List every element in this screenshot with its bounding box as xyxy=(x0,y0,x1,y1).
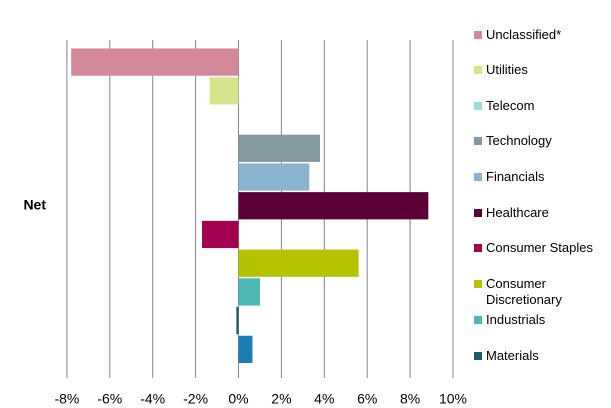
legend-swatch xyxy=(474,31,482,39)
legend-item: Telecom xyxy=(474,98,610,114)
legend-item: Utilities xyxy=(474,62,610,78)
bar xyxy=(238,278,260,306)
legend-label: Consumer Discretionary xyxy=(486,276,562,307)
legend-swatch xyxy=(474,102,482,110)
bar xyxy=(236,307,239,335)
x-tick-label: 8% xyxy=(400,391,420,407)
legend-swatch xyxy=(474,352,482,360)
legend-item: Consumer Discretionary xyxy=(474,276,610,308)
legend-swatch xyxy=(474,66,482,74)
x-tick-label: -6% xyxy=(97,391,122,407)
legend-item: Materials xyxy=(474,348,610,364)
bar xyxy=(238,335,253,363)
x-tick-label: 2% xyxy=(271,391,291,407)
legend-swatch xyxy=(474,280,482,288)
x-tick-label: -8% xyxy=(54,391,79,407)
bar xyxy=(209,77,239,105)
x-tick-label: -2% xyxy=(183,391,208,407)
legend-label: Utilities xyxy=(486,62,528,77)
legend-swatch xyxy=(474,244,482,252)
legend-label: Industrials xyxy=(486,312,546,327)
legend-item: Industrials xyxy=(474,312,610,328)
x-tick-label: -4% xyxy=(140,391,165,407)
x-tick-label: 0% xyxy=(228,391,248,407)
legend-swatch xyxy=(474,137,482,145)
bar xyxy=(71,48,239,76)
bar xyxy=(202,220,239,249)
legend-item: Technology xyxy=(474,133,610,149)
x-tick-label: 6% xyxy=(357,391,377,407)
legend-item: Unclassified* xyxy=(474,27,610,43)
legend-item: Consumer Staples xyxy=(474,240,610,256)
legend-label: Financials xyxy=(486,169,545,184)
x-tick-label: 4% xyxy=(314,391,334,407)
legend-swatch xyxy=(474,173,482,181)
legend-label: Materials xyxy=(486,348,539,363)
bar xyxy=(238,192,429,220)
legend-item: Healthcare xyxy=(474,205,610,221)
legend-label: Consumer Staples xyxy=(486,240,593,255)
legend-label: Unclassified* xyxy=(486,27,562,42)
bar xyxy=(238,134,321,162)
legend-swatch xyxy=(474,316,482,324)
bar xyxy=(238,249,359,277)
legend-item: Financials xyxy=(474,169,610,185)
x-tick-label: 10% xyxy=(439,391,467,407)
legend-label: Telecom xyxy=(486,98,535,113)
y-tick-label: Net xyxy=(23,197,46,213)
legend-swatch xyxy=(474,209,482,217)
legend-label: Technology xyxy=(486,133,552,148)
bar xyxy=(238,163,310,191)
legend-label: Healthcare xyxy=(486,205,549,220)
